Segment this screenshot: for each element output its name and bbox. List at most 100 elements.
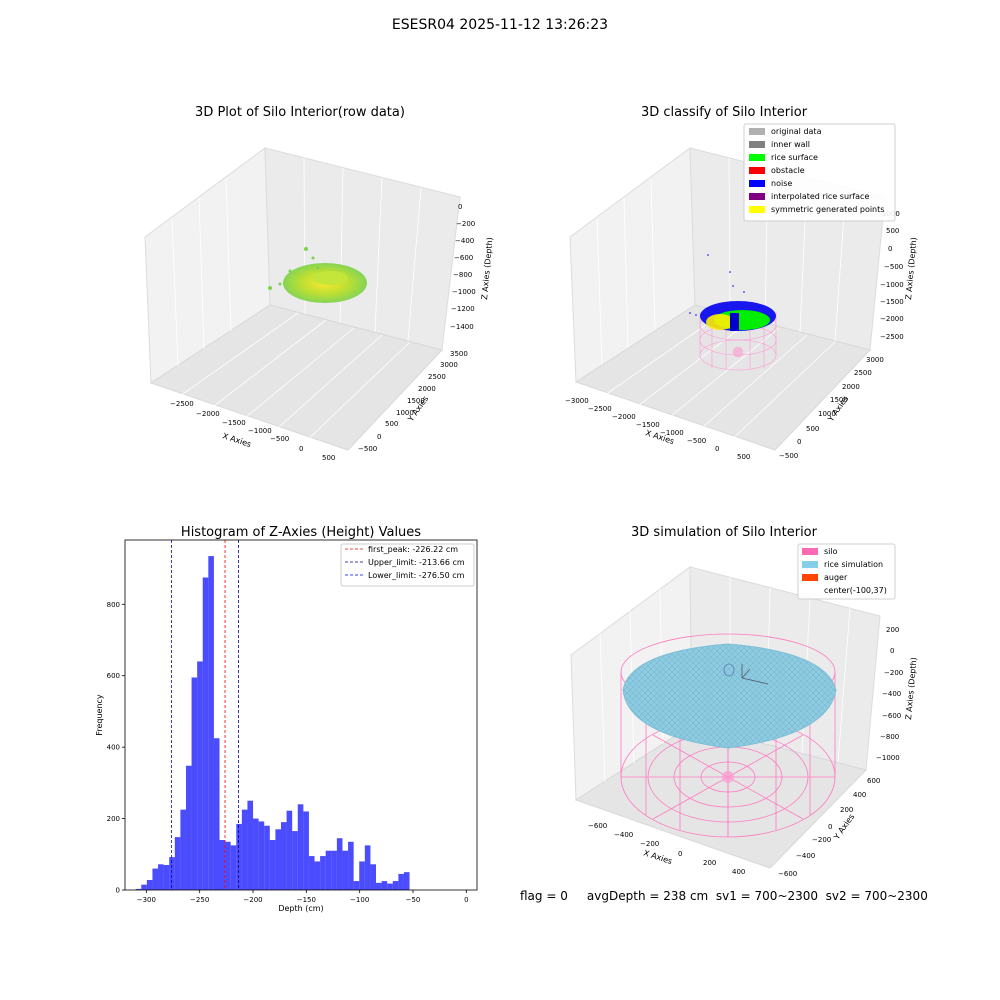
histogram-bar <box>135 888 142 890</box>
pane-floor <box>574 724 867 869</box>
x-axis: −600 −400 −200 0 200 400 <box>588 822 745 876</box>
svg-text:500: 500 <box>886 227 899 235</box>
svg-text:0: 0 <box>678 850 682 858</box>
svg-text:−1200: −1200 <box>451 305 475 313</box>
svg-text:−600: −600 <box>588 822 607 830</box>
svg-text:−2000: −2000 <box>196 410 220 418</box>
legend-label: Upper_limit: -213.66 cm <box>368 558 465 567</box>
histogram-bar <box>275 829 281 890</box>
histogram-bar <box>197 661 203 890</box>
histogram-bar <box>336 838 343 890</box>
plot-frame <box>124 539 478 891</box>
histogram-bar <box>152 868 159 890</box>
svg-text:1000: 1000 <box>396 409 414 417</box>
x-tick-label: −200 <box>243 896 262 904</box>
svg-text:200: 200 <box>703 859 716 867</box>
y-axis: −500 0 500 1000 1500 2000 2500 3000 <box>779 356 884 460</box>
legend-swatch <box>749 141 765 148</box>
svg-text:0: 0 <box>888 245 892 253</box>
histogram-bar <box>213 738 220 890</box>
svg-text:−2500: −2500 <box>170 400 194 408</box>
legend-label: inner wall <box>771 140 810 149</box>
y-tick-label: 400 <box>107 744 120 752</box>
histogram-bar <box>314 861 321 890</box>
svg-text:600: 600 <box>867 777 880 785</box>
histogram-bar <box>308 856 315 890</box>
figure-suptitle: ESESR04 2025-11-12 13:26:23 <box>391 17 609 33</box>
histogram-bar <box>163 865 170 890</box>
histogram-bar <box>297 804 304 890</box>
silo-floor-center <box>722 771 734 783</box>
svg-text:−200: −200 <box>884 669 903 677</box>
histogram-bar <box>219 840 226 890</box>
legend-label: Lower_limit: -276.50 cm <box>368 571 465 580</box>
x-axis: −2500−2000−1500 −1000−500 0 500 <box>170 400 335 462</box>
histogram-bar <box>280 822 287 890</box>
x-tick-label: −50 <box>406 896 421 904</box>
obstacle-block <box>730 313 739 331</box>
legend-box <box>340 543 475 587</box>
histogram-bar <box>403 872 410 890</box>
legend-swatch <box>749 206 765 213</box>
svg-text:−500: −500 <box>358 445 377 453</box>
histogram-bar <box>180 809 186 890</box>
svg-text:200: 200 <box>886 626 899 634</box>
legend-label: symmetric generated points <box>771 205 884 214</box>
legend-label: center(-100,37) <box>824 586 887 595</box>
svg-text:200: 200 <box>840 806 853 814</box>
x-axis-label: Depth (cm) <box>278 904 323 913</box>
svg-text:0: 0 <box>377 433 381 441</box>
noise-scatter <box>689 254 745 316</box>
histogram-bar <box>292 831 298 890</box>
x-tick-label: 0 <box>464 896 468 904</box>
svg-text:−1500: −1500 <box>222 419 246 427</box>
legend: silo rice simulation auger center(-100,37) <box>797 543 896 600</box>
legend-box <box>797 543 896 600</box>
svg-text:500: 500 <box>737 453 750 461</box>
svg-text:−500: −500 <box>884 263 903 271</box>
histogram-bar <box>191 677 198 890</box>
axes3d-box <box>569 147 886 451</box>
histogram-bar <box>269 840 276 890</box>
histogram-bar <box>208 556 214 890</box>
x-axis: −3000−2500−2000 −1500−1000−500 0 500 <box>565 397 750 461</box>
svg-text:−600: −600 <box>454 254 473 262</box>
x-axis-label: X Axies <box>642 848 673 866</box>
legend-label: rice surface <box>771 153 818 162</box>
svg-text:−2000: −2000 <box>880 315 904 323</box>
chart-title: 3D Plot of Silo Interior(row data) <box>195 105 405 120</box>
histogram-bars <box>135 556 410 890</box>
panel-histogram: Histogram of Z-Axies (Height) Values −30… <box>95 525 478 913</box>
histogram-bar <box>230 845 237 890</box>
z-axis-label: Z Axies (Depth) <box>904 237 918 300</box>
histogram-bar <box>241 809 248 890</box>
histogram-bar <box>169 857 175 890</box>
histogram-bar <box>387 883 393 890</box>
svg-text:0: 0 <box>299 445 303 453</box>
svg-text:−400: −400 <box>455 237 474 245</box>
panel-simulation-3d: 3D simulation of Silo Interior <box>570 525 918 878</box>
svg-text:−200: −200 <box>640 840 659 848</box>
svg-text:−500: −500 <box>687 437 706 445</box>
svg-text:−1000: −1000 <box>452 288 476 296</box>
svg-text:0: 0 <box>458 203 462 211</box>
histogram-bar <box>331 850 337 890</box>
svg-text:−500: −500 <box>270 435 289 443</box>
svg-text:−2500: −2500 <box>588 405 612 413</box>
legend-swatch <box>749 180 765 187</box>
pane-floor <box>574 304 871 451</box>
symmetric-points <box>706 314 734 330</box>
svg-text:−1000: −1000 <box>248 427 272 435</box>
svg-text:−400: −400 <box>796 852 815 860</box>
svg-text:−1400: −1400 <box>450 323 474 331</box>
legend-swatch <box>802 561 818 568</box>
chart-title: 3D classify of Silo Interior <box>641 105 808 120</box>
x-tick-label: −300 <box>137 896 156 904</box>
center-marker <box>723 663 735 677</box>
z-axis: 200 0 −200 −400 −600 −800 −1000 <box>876 626 903 762</box>
raw-point-cloud-hole <box>312 271 348 285</box>
svg-text:2500: 2500 <box>428 373 446 381</box>
svg-text:−200: −200 <box>456 220 475 228</box>
